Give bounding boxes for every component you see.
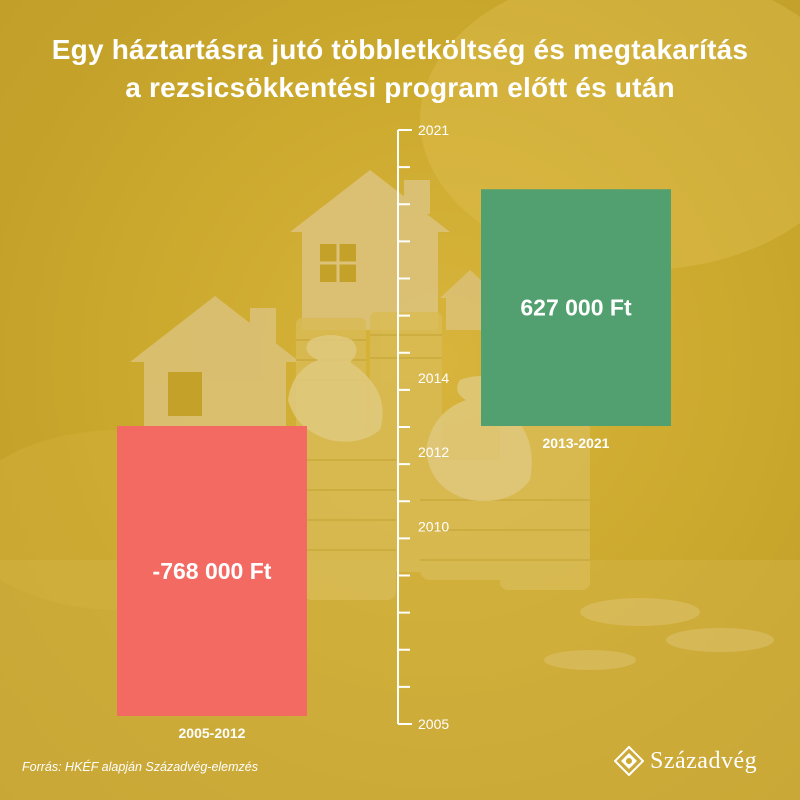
tick-label: 2012 bbox=[418, 444, 449, 460]
brand-logo: Századvég bbox=[614, 741, 757, 781]
money-bag-icon bbox=[288, 335, 383, 442]
data-label: -768 000 Ft bbox=[153, 558, 272, 584]
bar-2005-2012 bbox=[117, 426, 307, 716]
category-label: 2013-2021 bbox=[543, 435, 610, 451]
tick-label: 2014 bbox=[418, 370, 449, 386]
house-icon bbox=[290, 170, 450, 330]
tick-label: 2021 bbox=[418, 122, 449, 138]
chart-title-line-2: a rezsicsökkentési program előtt és után bbox=[125, 72, 675, 103]
diamond-logo-icon bbox=[614, 746, 644, 776]
bar-2013-2021 bbox=[481, 189, 671, 426]
tick-label: 2010 bbox=[418, 518, 449, 534]
chart-title-line-1: Egy háztartásra jutó többletköltség és m… bbox=[51, 34, 749, 65]
tick-label: 2005 bbox=[418, 716, 449, 732]
data-label: 627 000 Ft bbox=[520, 295, 632, 321]
source-note: Forrás: HKÉF alapján Századvég-elemzés bbox=[22, 760, 258, 774]
category-label: 2005-2012 bbox=[179, 725, 246, 741]
brand-name: Századvég bbox=[650, 747, 758, 774]
